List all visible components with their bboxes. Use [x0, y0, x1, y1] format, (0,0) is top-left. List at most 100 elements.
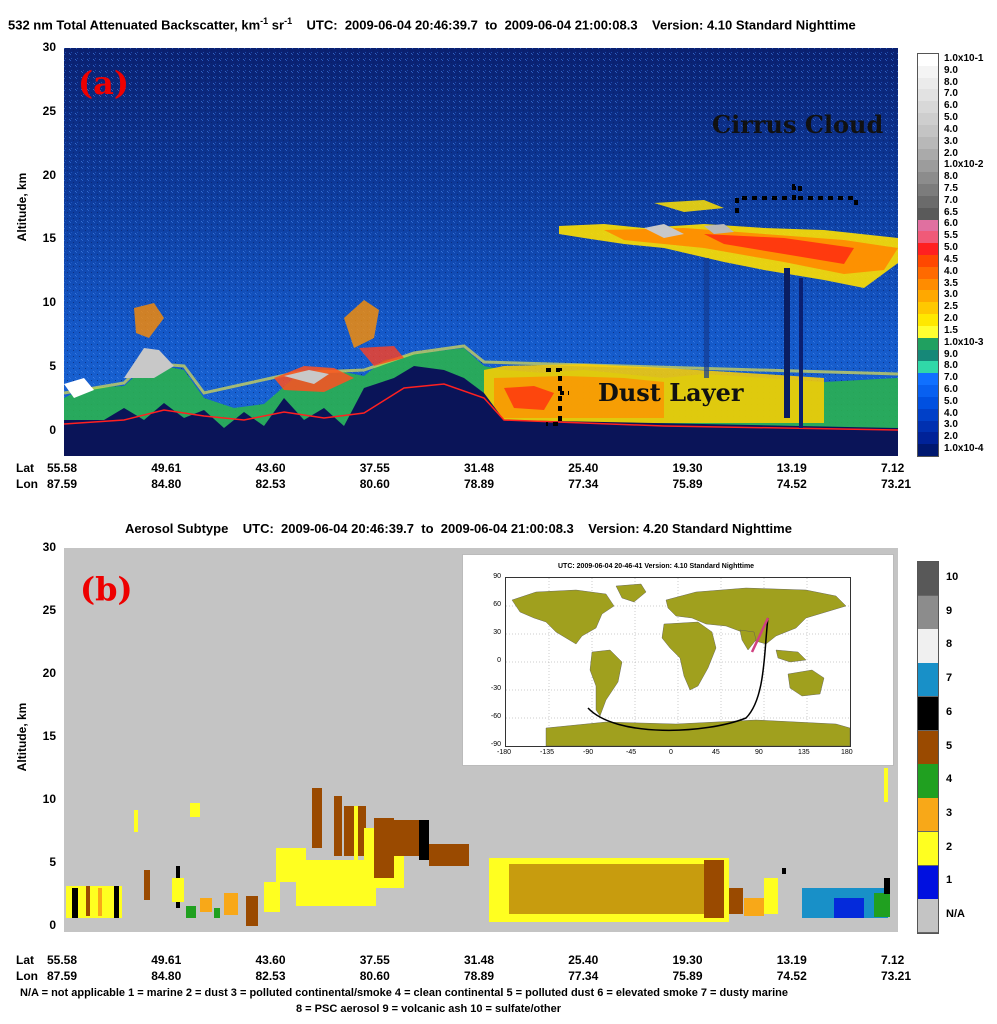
x-tick-lon: 82.53 [255, 477, 286, 491]
colorbar-swatch [918, 764, 938, 799]
surface-line [64, 383, 898, 431]
y-tick-label: 10 [42, 791, 56, 806]
colorbar-swatch [918, 831, 938, 867]
colorbar-label: 7.0 [944, 372, 958, 384]
y-tick-label: 30 [42, 40, 56, 54]
cirrus-cloud-annotation: Cirrus Cloud [712, 110, 884, 139]
inset-x-tick: 0 [669, 749, 673, 756]
y-tick-label: 0 [49, 422, 56, 437]
colorbar-label: 5.5 [944, 230, 958, 242]
colorbar-swatch [918, 160, 938, 173]
colorbar-swatch [918, 77, 938, 90]
inset-x-tick: -135 [540, 749, 555, 756]
x-tick-lon: 87.59 [47, 969, 78, 983]
x-tick-lat: 43.60 [255, 953, 286, 967]
x-tick-lat: 31.48 [464, 461, 495, 475]
colorbar-label: 6 [946, 705, 953, 718]
panel-a-ylabel: Altitude, km [15, 172, 29, 242]
colorbar-label: 5.0 [944, 242, 958, 254]
x-tick-lat: 7.12 [881, 461, 905, 475]
inset-x-tick: -90 [583, 749, 594, 756]
colorbar-swatch [918, 266, 938, 280]
x-tick-lat: 13.19 [776, 953, 807, 967]
colorbar-label: 7.0 [944, 88, 958, 100]
x-tick-lon: 80.60 [359, 969, 390, 983]
colorbar-label: 3.5 [944, 277, 958, 289]
colorbar-label: 2.0 [944, 431, 958, 443]
inset-x-tick: 90 [755, 749, 763, 756]
colorbar-label: 1.5 [944, 324, 958, 336]
colorbar-swatch [918, 302, 938, 315]
colorbar-label: 4.0 [944, 265, 958, 277]
x-tick-lon: 75.89 [672, 969, 703, 983]
colorbar-swatch [918, 278, 938, 291]
x-tick-lat: 37.55 [359, 953, 390, 967]
x-tick-lon: 84.80 [151, 969, 182, 983]
colorbar-label: 4 [946, 773, 953, 786]
colorbar-label: 2.5 [944, 301, 958, 313]
y-tick-label: 20 [42, 665, 56, 680]
backscatter-colorbar [917, 53, 939, 457]
colorbar-swatch [918, 290, 938, 303]
panel-b-lat-label: Lat [16, 953, 34, 967]
x-tick-lat: 13.19 [776, 461, 807, 475]
colorbar-swatch [918, 101, 938, 114]
colorbar-swatch [918, 432, 938, 445]
colorbar-swatch [918, 184, 938, 197]
colorbar-label: 1 [946, 874, 953, 887]
x-tick-lat: 55.58 [47, 953, 78, 967]
x-tick-lat: 19.30 [672, 461, 703, 475]
colorbar-label: 6.0 [944, 383, 958, 395]
colorbar-label: 3.0 [944, 289, 958, 301]
colorbar-swatch [918, 663, 938, 698]
x-tick-lat: 25.40 [568, 953, 599, 967]
colorbar-swatch [918, 408, 938, 422]
satellite-track [587, 617, 769, 731]
colorbar-label: 6.0 [944, 100, 958, 112]
x-tick-lat: 49.61 [151, 461, 182, 475]
colorbar-label: 5.0 [944, 112, 958, 124]
x-tick-lat: 31.48 [464, 953, 495, 967]
inset-y-tick: 60 [493, 601, 501, 608]
colorbar-swatch [918, 243, 938, 256]
colorbar-label: 1.0x10-2 [944, 159, 984, 171]
colorbar-swatch [918, 730, 938, 765]
colorbar-label: 8.0 [944, 171, 958, 183]
colorbar-swatch [918, 54, 938, 67]
colorbar-swatch [918, 113, 938, 126]
x-tick-lon: 77.34 [568, 969, 599, 983]
inset-y-tick: 0 [497, 657, 501, 664]
x-tick-lon: 80.60 [359, 477, 390, 491]
colorbar-swatch [918, 899, 938, 934]
x-tick-lon: 74.52 [776, 969, 807, 983]
x-tick-lon: 73.21 [881, 969, 912, 983]
colorbar-label: 9.0 [944, 348, 958, 360]
inset-x-tick: 135 [798, 749, 810, 756]
colorbar-label: 7 [946, 672, 953, 685]
colorbar-label: 1.0x10-4 [944, 443, 984, 455]
colorbar-label: 4.5 [944, 253, 958, 265]
y-tick-label: 30 [42, 540, 56, 554]
colorbar-swatch [918, 361, 938, 374]
panel-a-lon-label: Lon [16, 477, 38, 491]
y-tick-label: 0 [49, 917, 56, 932]
x-tick-lat: 55.58 [47, 461, 78, 475]
panel-a-lat-label: Lat [16, 461, 34, 475]
colorbar-label: 4.0 [944, 123, 958, 135]
dust-region [296, 860, 376, 906]
colorbar-label: 8.0 [944, 76, 958, 88]
inset-map-title: UTC: 2009-06-04 20-46-41 Version: 4.10 S… [558, 563, 755, 570]
colorbar-swatch [918, 798, 938, 833]
y-tick-label: 20 [42, 167, 56, 182]
colorbar-swatch [918, 373, 938, 386]
colorbar-swatch [918, 255, 938, 268]
colorbar-label: 3.0 [944, 135, 958, 147]
inset-y-tick: 90 [493, 573, 501, 580]
colorbar-swatch [918, 595, 938, 630]
colorbar-swatch [918, 349, 938, 362]
panel-a-label: (a) [78, 64, 130, 102]
x-tick-lon: 74.52 [776, 477, 807, 491]
colorbar-swatch [918, 629, 938, 664]
y-tick-label: 25 [42, 103, 56, 118]
colorbar-label: 2.0 [944, 313, 958, 325]
